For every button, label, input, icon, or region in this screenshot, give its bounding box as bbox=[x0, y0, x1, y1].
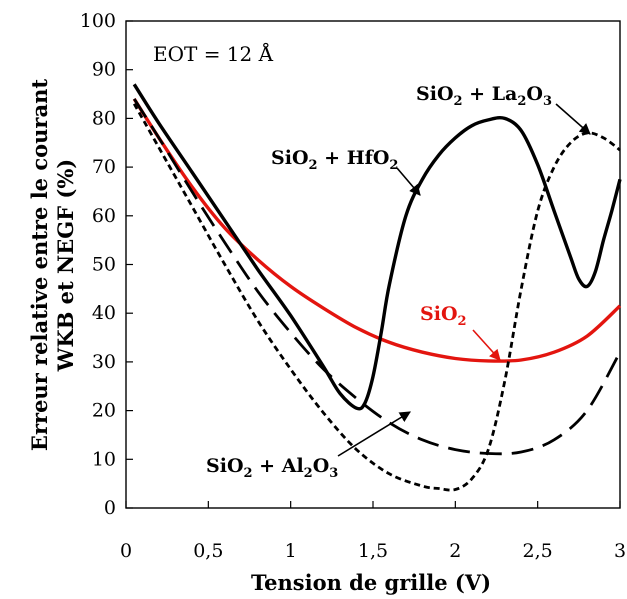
series-label-part: O bbox=[313, 455, 330, 477]
y-tick-label: 10 bbox=[92, 448, 116, 470]
series-label-sio2: SiO2 bbox=[420, 303, 467, 329]
series-label-part: 2 bbox=[454, 94, 463, 109]
x-axis-title: Tension de grille (V) bbox=[251, 570, 491, 595]
series-label-al2o3: SiO2 + Al2O3 bbox=[206, 455, 338, 481]
series-arrow-sio2 bbox=[472, 329, 501, 361]
x-tick-label: 1,5 bbox=[358, 540, 388, 562]
series-label-part: SiO bbox=[420, 303, 458, 325]
series-line-la2o3 bbox=[132, 103, 621, 492]
y-axis-title-line1: Erreur relative entre le courant bbox=[27, 79, 52, 451]
series-label-part: 2 bbox=[517, 94, 526, 109]
series-label-part: 2 bbox=[458, 314, 467, 329]
series-arrow-al2o3 bbox=[337, 411, 411, 457]
y-axis-ticks: 0 10 20 30 40 50 60 70 80 90 100 bbox=[80, 10, 133, 519]
y-tick-label: 0 bbox=[104, 497, 116, 519]
x-tick-label: 1 bbox=[285, 540, 297, 562]
series-label-part: 2 bbox=[244, 466, 253, 481]
x-axis-ticks: 0 0,5 1 1,5 2 2,5 3 bbox=[120, 501, 626, 562]
y-tick-label: 60 bbox=[92, 205, 116, 227]
y-axis-title: Erreur relative entre le courant WKB et … bbox=[27, 79, 78, 451]
y-axis-title-line2: WKB et NEGF (%) bbox=[53, 159, 78, 372]
series-label-part: + HfO bbox=[318, 147, 390, 169]
series-label-part: 2 bbox=[389, 158, 398, 173]
series-label-part: 3 bbox=[329, 466, 338, 481]
series-label-part: + La bbox=[463, 83, 518, 105]
series-label-part: O bbox=[526, 83, 543, 105]
y-tick-label: 20 bbox=[92, 400, 116, 422]
plot-area bbox=[125, 20, 621, 509]
series-label-part: SiO bbox=[416, 83, 454, 105]
series-label-part: SiO bbox=[206, 455, 244, 477]
y-tick-label: 50 bbox=[92, 254, 116, 276]
series-layer bbox=[132, 83, 622, 492]
series-label-part: SiO bbox=[271, 147, 309, 169]
x-tick-label: 0,5 bbox=[193, 540, 223, 562]
x-tick-label: 2 bbox=[449, 540, 461, 562]
x-tick-label: 0 bbox=[120, 540, 132, 562]
series-line-al2o3 bbox=[133, 98, 622, 456]
x-tick-label: 2,5 bbox=[523, 540, 553, 562]
series-label-hfo2: SiO2 + HfO2 bbox=[271, 147, 398, 173]
series-label-part: + Al bbox=[253, 455, 304, 477]
y-tick-label: 80 bbox=[92, 107, 116, 129]
y-tick-label: 40 bbox=[92, 302, 116, 324]
series-label-part: 2 bbox=[304, 466, 313, 481]
eot-annotation: EOT = 12 Å bbox=[153, 41, 274, 66]
y-tick-label: 30 bbox=[92, 351, 116, 373]
series-label-part: 2 bbox=[309, 158, 318, 173]
series-label-la2o3: SiO2 + La2O3 bbox=[416, 83, 552, 109]
series-line-sio2 bbox=[132, 97, 622, 363]
y-tick-label: 70 bbox=[92, 156, 116, 178]
series-arrow-la2o3 bbox=[555, 103, 591, 135]
y-tick-label: 100 bbox=[80, 10, 116, 32]
series-label-part: 3 bbox=[543, 94, 552, 109]
series-line-hfo2 bbox=[132, 83, 622, 411]
y-tick-label: 90 bbox=[92, 59, 116, 81]
x-tick-label: 3 bbox=[614, 540, 626, 562]
series-arrow-hfo2 bbox=[396, 167, 421, 196]
